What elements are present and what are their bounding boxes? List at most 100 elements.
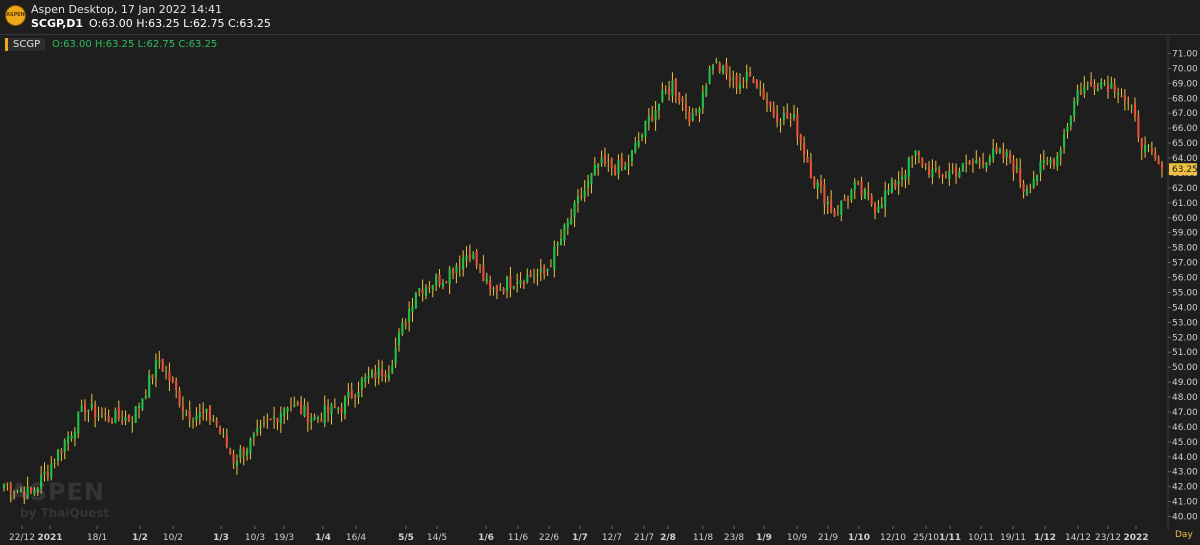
candle-body (1113, 84, 1116, 92)
candle (1056, 152, 1059, 171)
candle (195, 407, 198, 427)
candle-body (998, 149, 1001, 153)
candle-body (397, 332, 401, 346)
candle-body (43, 471, 46, 475)
candle-body (1032, 179, 1035, 188)
y-tick-label: 48.00 (1172, 393, 1198, 403)
candle-body (26, 486, 29, 499)
candle-body (29, 487, 33, 493)
candle (455, 262, 458, 284)
candle-body (590, 173, 593, 184)
candle (171, 376, 174, 384)
candle (607, 153, 610, 172)
candle (340, 402, 343, 422)
candle (624, 161, 627, 170)
candle (900, 167, 904, 187)
candle (536, 268, 539, 286)
candle-body (880, 204, 883, 208)
candle-body (627, 163, 630, 166)
candle (468, 244, 471, 263)
candle-body (684, 103, 688, 112)
candle (1032, 170, 1035, 189)
candle (408, 301, 411, 332)
candle (553, 240, 556, 278)
candle (26, 476, 29, 500)
candle (792, 104, 796, 121)
candle-body (212, 418, 215, 421)
candle (971, 158, 974, 173)
candle-body (1066, 126, 1069, 133)
candle (570, 208, 573, 225)
x-tick-label: 5/5 (398, 533, 414, 543)
candle (995, 142, 998, 155)
candle (489, 275, 492, 296)
candle-body (769, 101, 772, 107)
candle-body (978, 160, 981, 162)
candle (127, 414, 130, 423)
y-tick-label: 44.00 (1172, 453, 1198, 463)
candle (485, 272, 488, 285)
candle-body (431, 285, 434, 290)
candle-body (890, 179, 893, 193)
y-tick-label: 43.00 (1172, 468, 1198, 478)
candle-body (13, 491, 16, 493)
candle-body (543, 266, 546, 275)
candle-body (674, 79, 677, 96)
candle-body (1106, 85, 1110, 92)
candle-body (630, 150, 633, 162)
candle-body (1012, 159, 1015, 173)
candle-body (607, 161, 610, 163)
candle (16, 489, 19, 494)
candle-body (512, 286, 515, 289)
chart-area[interactable] (0, 34, 1200, 545)
candle (1154, 147, 1157, 161)
symbol-tag[interactable]: SCGP (5, 38, 46, 51)
candle (688, 106, 691, 127)
candle (752, 76, 755, 84)
candle (512, 285, 515, 290)
candle-body (1052, 159, 1056, 166)
candle-body (1127, 102, 1130, 104)
candle-body (208, 406, 211, 421)
candle-body (809, 160, 812, 179)
candle-body (836, 213, 839, 215)
candle (573, 200, 576, 228)
candle (701, 85, 704, 114)
candle-body (708, 68, 711, 84)
candle (73, 427, 76, 447)
candle (941, 173, 944, 184)
candle (803, 136, 806, 163)
candle-body (988, 157, 991, 163)
candle-body (1042, 160, 1045, 164)
candle (836, 204, 839, 216)
x-tick-label: 1/9 (756, 533, 772, 543)
candle-body (985, 162, 988, 168)
y-tick-label: 47.00 (1172, 408, 1198, 418)
candle-body (786, 111, 789, 119)
candle-body (1002, 149, 1005, 158)
candle (661, 82, 664, 103)
x-tick-label: 2021 (37, 533, 62, 543)
candle-body (87, 410, 90, 413)
x-tick-label: 1/10 (848, 533, 870, 543)
candle-body (151, 374, 154, 379)
candle (448, 265, 451, 295)
candle-body (617, 159, 620, 174)
candle (722, 64, 725, 75)
candle-body (826, 201, 829, 205)
candle-body (1046, 160, 1049, 162)
candle-body (1009, 153, 1012, 159)
candle (1079, 82, 1083, 95)
candle-body (614, 166, 617, 175)
candle (1127, 96, 1130, 111)
candle-body (131, 423, 134, 425)
period-label[interactable]: Day (1175, 530, 1193, 540)
y-tick-label: 45.00 (1172, 438, 1198, 448)
candle-body (144, 395, 147, 399)
candle-body (897, 181, 900, 185)
candle (715, 57, 718, 64)
candle (968, 160, 971, 165)
candle-body (1160, 163, 1164, 170)
candle (63, 438, 66, 460)
